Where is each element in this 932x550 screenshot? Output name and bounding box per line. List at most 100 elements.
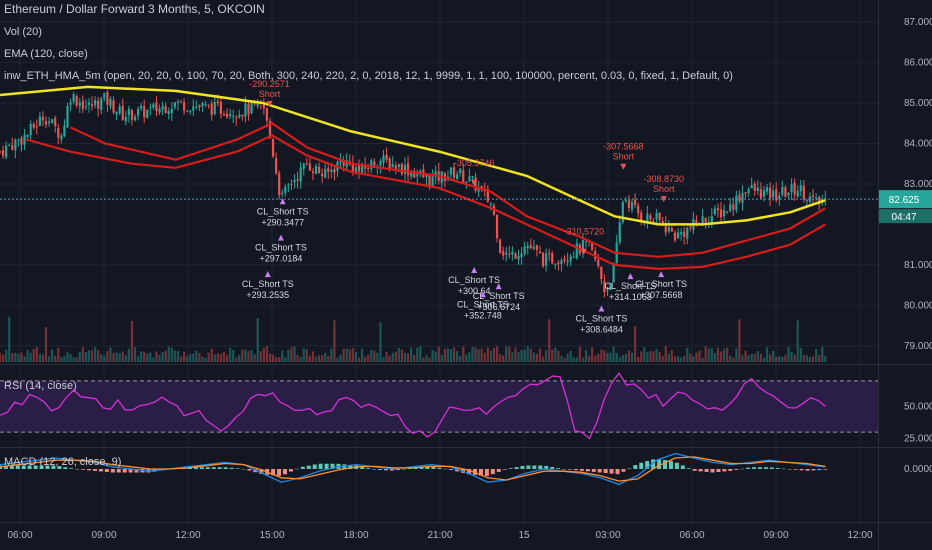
candle-body <box>425 174 428 177</box>
macd-histogram-bar <box>217 467 222 469</box>
volume-bar <box>719 351 723 362</box>
price-tick-label: 85.000 <box>904 98 932 109</box>
candle-body <box>127 108 130 116</box>
volume-bar <box>505 346 508 362</box>
candle-body <box>630 201 634 210</box>
candle-body <box>489 203 492 205</box>
signal-line <box>0 456 826 482</box>
volume-bar <box>32 349 35 362</box>
volume-bar <box>357 357 361 362</box>
volume-bar <box>351 348 354 362</box>
macd-histogram-bar <box>383 469 388 471</box>
volume-bar <box>713 353 716 362</box>
volume-bar <box>394 351 397 362</box>
candle-body <box>787 192 790 196</box>
trade-entry-label: Short <box>613 152 635 162</box>
volume-bars <box>0 316 827 362</box>
candle-body <box>538 251 542 254</box>
candle-body <box>403 164 407 174</box>
candle-body <box>621 202 624 223</box>
trade-exit-arrow <box>471 267 478 274</box>
volume-bar <box>575 357 578 362</box>
candle-body <box>155 102 158 112</box>
trade-exit-label: CL_Short TS <box>448 275 500 285</box>
macd-legend[interactable]: MACD (12, 26, close, 9) <box>4 456 122 468</box>
volume-bar <box>293 346 296 362</box>
candle-body <box>722 209 726 217</box>
candle-body <box>241 114 244 117</box>
volume-bar <box>802 354 805 362</box>
macd-histogram-bar <box>627 468 632 469</box>
volume-bar <box>290 347 293 362</box>
volume-bar <box>164 350 167 362</box>
macd-histogram-bar <box>81 469 86 470</box>
candle-body <box>756 187 759 191</box>
volume-bar <box>796 320 799 362</box>
candle-body <box>646 213 649 224</box>
macd-histogram-bar <box>663 460 668 469</box>
volume-bar <box>538 348 542 362</box>
candle-body <box>640 212 643 222</box>
volume-bar <box>624 354 627 362</box>
volume-bar <box>376 352 379 362</box>
trade-exit-arrow <box>279 198 286 205</box>
macd-histogram-bar <box>443 468 448 470</box>
trade-exit-value: +307.5668 <box>640 290 683 300</box>
candle-body <box>140 105 143 109</box>
candle-body <box>805 200 809 202</box>
rsi-legend[interactable]: RSI (14, close) <box>4 380 77 392</box>
candle-body <box>250 102 253 114</box>
candle-body <box>658 213 661 221</box>
volume-bar <box>47 356 51 362</box>
macd-histogram-bar <box>449 469 454 470</box>
volume-bar <box>456 351 459 362</box>
volume-bar <box>121 351 124 362</box>
volume-bar <box>652 351 655 362</box>
candle-body <box>299 167 302 182</box>
volume-bar <box>106 350 109 362</box>
macd-histogram-bar <box>98 469 103 472</box>
candle-body <box>354 167 358 174</box>
strategy-legend[interactable]: inw_ETH_HMA_5m (open, 20, 20, 0, 100, 70… <box>4 70 733 82</box>
volume-bar <box>600 349 603 362</box>
macd-histogram-bar <box>401 468 406 470</box>
candle-body <box>130 109 134 120</box>
candle-body <box>57 127 60 138</box>
volume-bar <box>508 346 511 362</box>
candle-body <box>762 190 766 197</box>
volume-bar <box>305 349 308 362</box>
macd-histogram-bar <box>223 467 228 469</box>
candle-body <box>115 111 118 115</box>
volume-legend[interactable]: Vol (20) <box>4 26 42 38</box>
volume-bar <box>222 351 226 362</box>
trade-exit-value: +352.748 <box>464 310 502 320</box>
price-tick-label: 80.000 <box>904 300 932 311</box>
macd-histogram-bar <box>514 467 519 469</box>
macd-histogram-bar <box>437 467 442 469</box>
volume-bar <box>692 356 695 362</box>
volume-bar <box>689 353 692 362</box>
volume-bar <box>51 349 54 362</box>
candle-body <box>308 163 311 171</box>
candle-body <box>683 231 686 237</box>
macd-histogram-bar <box>591 469 596 472</box>
ema-legend[interactable]: EMA (120, close) <box>4 48 88 60</box>
volume-bar <box>195 350 198 362</box>
volume-bar <box>26 349 29 362</box>
candle-body <box>100 98 103 111</box>
volume-bar <box>250 349 253 362</box>
volume-bar <box>680 357 683 362</box>
macd-histogram-bar <box>87 469 92 471</box>
volume-bar <box>643 347 646 362</box>
volume-bar <box>189 354 192 362</box>
candle-body <box>735 195 738 211</box>
candle-body <box>97 100 100 109</box>
volume-bar <box>784 355 787 362</box>
volume-bar <box>443 348 446 362</box>
candle-body <box>719 209 723 218</box>
macd-histogram-bar <box>538 465 543 469</box>
candle-body <box>278 173 281 196</box>
candle-body <box>63 125 66 137</box>
